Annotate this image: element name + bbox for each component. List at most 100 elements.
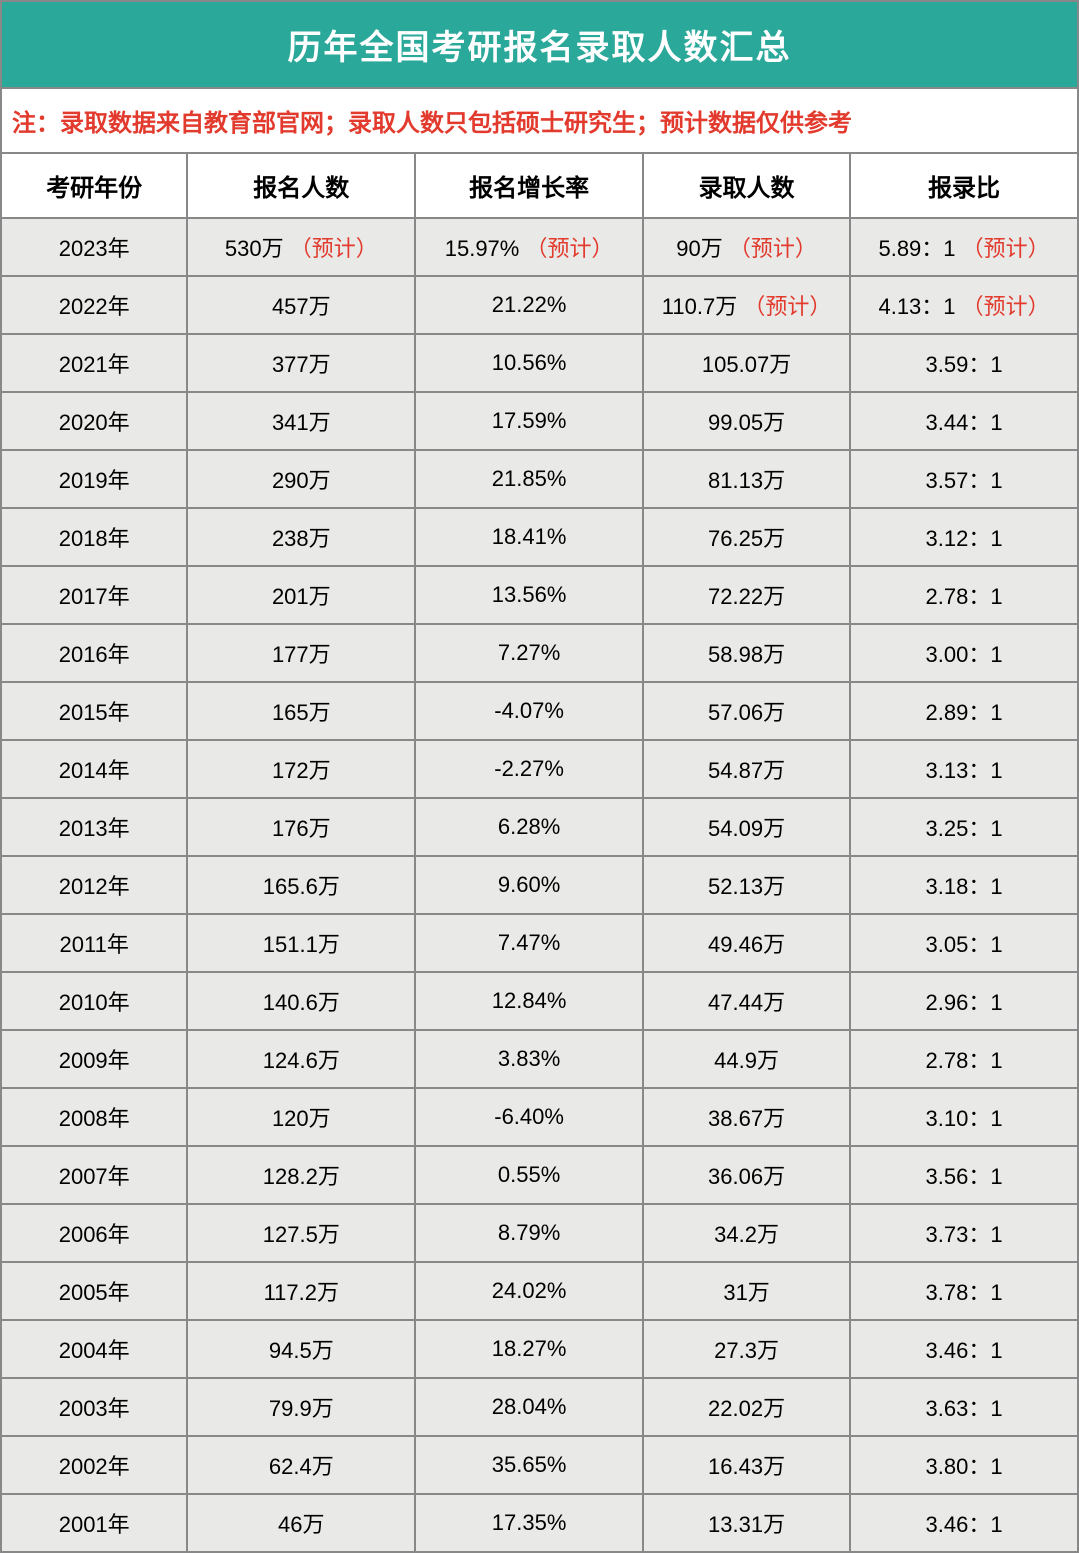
- cell-year: 2014年: [1, 740, 187, 798]
- table-row: 2004年94.5万18.27%27.3万3.46：1: [1, 1320, 1078, 1378]
- cell-applicants: 46万: [187, 1494, 415, 1552]
- cell-ratio: 3.78：1: [850, 1262, 1078, 1320]
- table-row: 2002年62.4万35.65%16.43万3.80：1: [1, 1436, 1078, 1494]
- cell-year: 2004年: [1, 1320, 187, 1378]
- cell-applicants: 201万: [187, 566, 415, 624]
- cell-admitted: 52.13万: [643, 856, 850, 914]
- cell-ratio: 3.46：1: [850, 1320, 1078, 1378]
- cell-growth: -2.27%: [415, 740, 643, 798]
- cell-applicants: 117.2万: [187, 1262, 415, 1320]
- cell-applicants: 140.6万: [187, 972, 415, 1030]
- cell-year: 2007年: [1, 1146, 187, 1204]
- table-row: 2022年457万21.22%110.7万 （预计）4.13：1 （预计）: [1, 276, 1078, 334]
- cell-growth: 21.22%: [415, 276, 643, 334]
- cell-applicants: 290万: [187, 450, 415, 508]
- cell-admitted: 110.7万 （预计）: [643, 276, 850, 334]
- cell-applicants: 79.9万: [187, 1378, 415, 1436]
- cell-growth: 7.47%: [415, 914, 643, 972]
- cell-admitted: 31万: [643, 1262, 850, 1320]
- cell-growth: 7.27%: [415, 624, 643, 682]
- cell-growth: 28.04%: [415, 1378, 643, 1436]
- cell-applicants: 62.4万: [187, 1436, 415, 1494]
- cell-growth: 3.83%: [415, 1030, 643, 1088]
- cell-admitted: 36.06万: [643, 1146, 850, 1204]
- cell-applicants: 457万: [187, 276, 415, 334]
- cell-year: 2011年: [1, 914, 187, 972]
- data-table: 考研年份 报名人数 报名增长率 录取人数 报录比 2023年530万 （预计）1…: [0, 152, 1079, 1553]
- cell-year: 2018年: [1, 508, 187, 566]
- cell-year: 2010年: [1, 972, 187, 1030]
- cell-growth: 35.65%: [415, 1436, 643, 1494]
- summary-table-container: 历年全国考研报名录取人数汇总 注：录取数据来自教育部官网；录取人数只包括硕士研究…: [0, 0, 1079, 1553]
- table-row: 2023年530万 （预计）15.97% （预计）90万 （预计）5.89：1 …: [1, 218, 1078, 276]
- table-row: 2003年79.9万28.04%22.02万3.63：1: [1, 1378, 1078, 1436]
- note-text: 注：录取数据来自教育部官网；录取人数只包括硕士研究生；预计数据仅供参考: [0, 87, 1079, 152]
- cell-ratio: 3.05：1: [850, 914, 1078, 972]
- cell-growth: 8.79%: [415, 1204, 643, 1262]
- cell-year: 2005年: [1, 1262, 187, 1320]
- table-row: 2021年377万10.56%105.07万3.59：1: [1, 334, 1078, 392]
- cell-year: 2008年: [1, 1088, 187, 1146]
- cell-year: 2016年: [1, 624, 187, 682]
- cell-admitted: 34.2万: [643, 1204, 850, 1262]
- col-applicants: 报名人数: [187, 153, 415, 218]
- cell-ratio: 3.12：1: [850, 508, 1078, 566]
- table-row: 2016年177万7.27%58.98万3.00：1: [1, 624, 1078, 682]
- cell-ratio: 5.89：1 （预计）: [850, 218, 1078, 276]
- cell-year: 2019年: [1, 450, 187, 508]
- cell-year: 2015年: [1, 682, 187, 740]
- col-admitted: 录取人数: [643, 153, 850, 218]
- cell-admitted: 49.46万: [643, 914, 850, 972]
- table-row: 2010年140.6万12.84%47.44万2.96：1: [1, 972, 1078, 1030]
- cell-admitted: 13.31万: [643, 1494, 850, 1552]
- cell-ratio: 3.13：1: [850, 740, 1078, 798]
- cell-growth: -6.40%: [415, 1088, 643, 1146]
- cell-growth: 13.56%: [415, 566, 643, 624]
- table-row: 2019年290万21.85%81.13万3.57：1: [1, 450, 1078, 508]
- cell-ratio: 3.59：1: [850, 334, 1078, 392]
- cell-growth: 21.85%: [415, 450, 643, 508]
- cell-admitted: 44.9万: [643, 1030, 850, 1088]
- cell-admitted: 27.3万: [643, 1320, 850, 1378]
- cell-applicants: 165万: [187, 682, 415, 740]
- cell-year: 2017年: [1, 566, 187, 624]
- table-row: 2007年128.2万0.55%36.06万3.56：1: [1, 1146, 1078, 1204]
- cell-ratio: 3.80：1: [850, 1436, 1078, 1494]
- col-ratio: 报录比: [850, 153, 1078, 218]
- cell-applicants: 341万: [187, 392, 415, 450]
- cell-applicants: 165.6万: [187, 856, 415, 914]
- cell-admitted: 76.25万: [643, 508, 850, 566]
- table-row: 2013年176万6.28%54.09万3.25：1: [1, 798, 1078, 856]
- cell-admitted: 38.67万: [643, 1088, 850, 1146]
- cell-growth: 17.59%: [415, 392, 643, 450]
- table-row: 2008年120万-6.40%38.67万3.10：1: [1, 1088, 1078, 1146]
- cell-ratio: 3.10：1: [850, 1088, 1078, 1146]
- cell-applicants: 124.6万: [187, 1030, 415, 1088]
- cell-ratio: 3.57：1: [850, 450, 1078, 508]
- cell-ratio: 3.18：1: [850, 856, 1078, 914]
- table-row: 2018年238万18.41%76.25万3.12：1: [1, 508, 1078, 566]
- cell-growth: 15.97% （预计）: [415, 218, 643, 276]
- cell-applicants: 177万: [187, 624, 415, 682]
- cell-ratio: 3.46：1: [850, 1494, 1078, 1552]
- table-row: 2006年127.5万8.79%34.2万3.73：1: [1, 1204, 1078, 1262]
- cell-year: 2001年: [1, 1494, 187, 1552]
- table-row: 2017年201万13.56%72.22万2.78：1: [1, 566, 1078, 624]
- cell-year: 2002年: [1, 1436, 187, 1494]
- cell-applicants: 530万 （预计）: [187, 218, 415, 276]
- cell-admitted: 54.87万: [643, 740, 850, 798]
- cell-growth: 12.84%: [415, 972, 643, 1030]
- table-row: 2015年165万-4.07%57.06万2.89：1: [1, 682, 1078, 740]
- cell-ratio: 2.89：1: [850, 682, 1078, 740]
- cell-ratio: 2.78：1: [850, 1030, 1078, 1088]
- cell-growth: 0.55%: [415, 1146, 643, 1204]
- cell-applicants: 377万: [187, 334, 415, 392]
- cell-ratio: 3.73：1: [850, 1204, 1078, 1262]
- cell-admitted: 57.06万: [643, 682, 850, 740]
- cell-year: 2023年: [1, 218, 187, 276]
- cell-admitted: 54.09万: [643, 798, 850, 856]
- cell-year: 2003年: [1, 1378, 187, 1436]
- cell-ratio: 3.00：1: [850, 624, 1078, 682]
- cell-growth: 9.60%: [415, 856, 643, 914]
- table-body: 2023年530万 （预计）15.97% （预计）90万 （预计）5.89：1 …: [1, 218, 1078, 1552]
